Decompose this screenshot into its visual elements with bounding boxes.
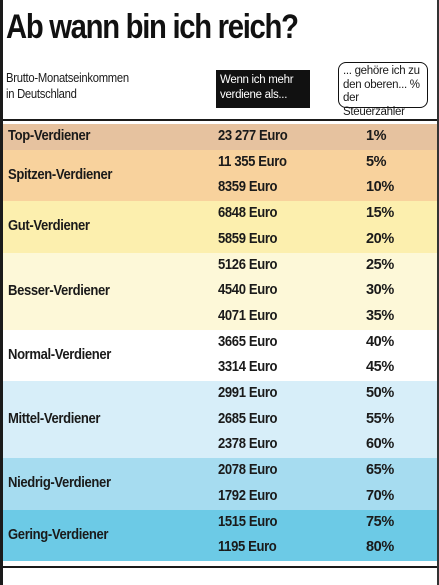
group-label: Normal-Verdiener xyxy=(8,346,112,363)
group-label: Gut-Verdiener xyxy=(8,218,90,235)
table-row: 2078 Euro 65% xyxy=(3,458,437,484)
income-header-line: verdiene als... xyxy=(220,89,288,101)
table-row: 3314 Euro 45% xyxy=(3,355,437,381)
row-group: Normal-Verdiener 3665 Euro 40% 3314 Euro 45% xyxy=(3,329,437,382)
income-threshold: 23 277 Euro xyxy=(218,128,288,144)
taxpayer-share: 65% xyxy=(366,462,394,479)
share-column-header: ... gehöre ich zu den oberen... % der St… xyxy=(338,62,428,118)
table-row: 23 277 Euro 1% xyxy=(3,124,437,150)
group-label: Mittel-Verdiener xyxy=(8,411,101,428)
income-header-line: Wenn ich mehr xyxy=(220,74,294,86)
income-threshold: 5859 Euro xyxy=(218,230,278,247)
row-group: Niedrig-Verdiener 2078 Euro 65% 1792 Euro 70… xyxy=(3,458,437,510)
table-row: 1515 Euro 75% xyxy=(3,510,437,536)
taxpayer-share: 80% xyxy=(366,539,394,556)
row-group: Besser-Verdiener 5126 Euro 25% 4540 Euro 30%… xyxy=(3,252,437,330)
income-threshold: 2378 Euro xyxy=(218,436,278,453)
income-table: Top-Verdiener 23 277 Euro 1% Spitzen-Verdie… xyxy=(3,124,437,561)
taxpayer-share: 40% xyxy=(366,333,394,350)
income-threshold: 3665 Euro xyxy=(218,333,278,350)
share-header-line: den oberen... % xyxy=(343,78,420,91)
income-threshold: 2078 Euro xyxy=(218,462,278,479)
table-row: 4540 Euro 30% xyxy=(3,278,437,304)
group-label: Niedrig-Verdiener xyxy=(8,475,111,492)
income-column-header: Wenn ich mehr verdiene als... xyxy=(216,70,310,108)
income-threshold: 3314 Euro xyxy=(218,359,278,376)
taxpayer-share: 25% xyxy=(366,256,394,273)
header-divider xyxy=(3,119,437,121)
table-row: 11 355 Euro 5% xyxy=(3,150,437,176)
page-title: Ab wann bin ich reich? xyxy=(6,8,299,46)
row-group: Gering-Verdiener 1515 Euro 75% 1195 Euro 80% xyxy=(3,509,437,561)
income-threshold: 5126 Euro xyxy=(218,256,278,273)
taxpayer-share: 30% xyxy=(366,282,394,299)
taxpayer-share: 20% xyxy=(366,230,394,247)
table-row: 3665 Euro 40% xyxy=(3,330,437,356)
income-threshold: 2685 Euro xyxy=(218,410,278,427)
taxpayer-share: 50% xyxy=(366,385,394,402)
table-row: 2378 Euro 60% xyxy=(3,432,437,458)
share-header-line: der Steuerzahler xyxy=(343,92,405,118)
taxpayer-share: 15% xyxy=(366,205,394,222)
taxpayer-share: 75% xyxy=(366,513,394,530)
table-row: 2685 Euro 55% xyxy=(3,407,437,433)
group-label: Spitzen-Verdiener xyxy=(8,166,113,183)
income-threshold: 2991 Euro xyxy=(218,385,278,402)
income-threshold: 1792 Euro xyxy=(218,487,278,504)
table-row: 1195 Euro 80% xyxy=(3,535,437,561)
taxpayer-share: 45% xyxy=(366,359,394,376)
taxpayer-share: 60% xyxy=(366,436,394,453)
group-label: Top-Verdiener xyxy=(8,128,91,144)
income-threshold: 4071 Euro xyxy=(218,307,278,324)
right-border xyxy=(437,0,439,585)
taxpayer-share: 70% xyxy=(366,487,394,504)
taxpayer-share: 10% xyxy=(366,179,394,196)
table-row: 2991 Euro 50% xyxy=(3,381,437,407)
income-threshold: 1515 Euro xyxy=(218,513,278,530)
row-group: Mittel-Verdiener 2991 Euro 50% 2685 Euro 55%… xyxy=(3,381,437,459)
table-row: 4071 Euro 35% xyxy=(3,304,437,330)
bottom-divider xyxy=(3,566,437,568)
income-threshold: 4540 Euro xyxy=(218,282,278,299)
subtitle: Brutto-Monatseinkommen in Deutschland xyxy=(6,70,186,102)
income-threshold: 6848 Euro xyxy=(218,205,278,222)
taxpayer-share: 35% xyxy=(366,307,394,324)
table-row: 5126 Euro 25% xyxy=(3,253,437,279)
row-group: Top-Verdiener 23 277 Euro 1% xyxy=(3,124,437,150)
income-threshold: 1195 Euro xyxy=(218,539,277,556)
table-row: 6848 Euro 15% xyxy=(3,201,437,227)
subtitle-line: in Deutschland xyxy=(6,87,77,101)
subtitle-line: Brutto-Monatseinkommen xyxy=(6,71,129,85)
left-border xyxy=(0,0,3,585)
share-header-line: ... gehöre ich zu xyxy=(343,65,420,77)
table-row: 8359 Euro 10% xyxy=(3,175,437,201)
income-threshold: 11 355 Euro xyxy=(218,153,287,170)
group-label: Gering-Verdiener xyxy=(8,526,109,543)
row-group: Spitzen-Verdiener 11 355 Euro 5% 8359 Euro 1… xyxy=(3,149,437,202)
group-label: Besser-Verdiener xyxy=(8,282,110,299)
table-row: 1792 Euro 70% xyxy=(3,484,437,510)
table-row: 5859 Euro 20% xyxy=(3,227,437,253)
taxpayer-share: 55% xyxy=(366,410,394,427)
row-group: Gut-Verdiener 6848 Euro 15% 5859 Euro 20% xyxy=(3,201,437,253)
taxpayer-share: 5% xyxy=(366,153,387,170)
income-threshold: 8359 Euro xyxy=(218,179,278,196)
taxpayer-share: 1% xyxy=(366,128,387,144)
